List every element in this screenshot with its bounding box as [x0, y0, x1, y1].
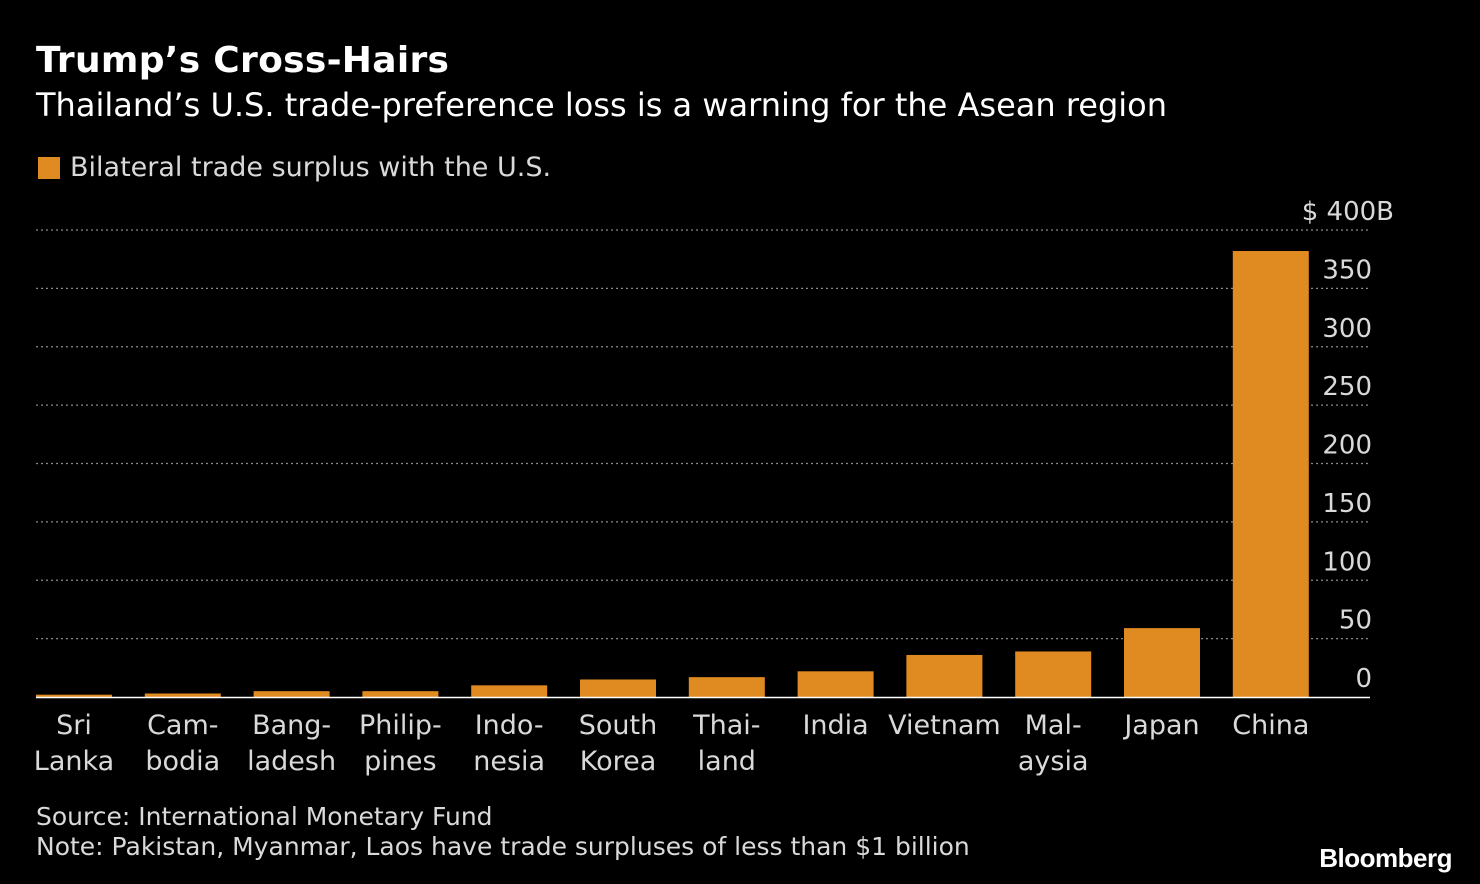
x-tick-label: China: [1232, 710, 1309, 741]
y-tick-label: 350: [1322, 255, 1372, 285]
x-tick-label: South Korea: [579, 710, 657, 777]
x-tick-label-line: nesia: [473, 746, 545, 777]
x-tick-label: Cam-bodia: [145, 710, 220, 777]
x-tick-label-line: Lanka: [34, 746, 114, 777]
bar: [1124, 628, 1200, 697]
bar: [471, 685, 548, 697]
chart-subtitle: Thailand’s U.S. trade-preference loss is…: [36, 86, 1168, 124]
x-tick-label-line: Vietnam: [888, 710, 1001, 741]
x-tick-label-line: Indo-: [475, 710, 544, 741]
y-tick-label: 200: [1322, 431, 1372, 461]
y-tick-label: 50: [1339, 606, 1372, 636]
bar-chart: $ 400B 350 300 250 200 150 100 50 0 Sri Lanka Cam-b…: [34, 197, 1394, 777]
bar: [144, 693, 221, 697]
y-tick-label: 150: [1322, 489, 1372, 519]
x-tick-label-line: Thai-: [692, 710, 760, 741]
x-tick-label-line: China: [1232, 710, 1309, 741]
x-tick-label-line: Cam-: [147, 710, 218, 741]
source-note: Source: International Monetary Fund: [36, 802, 493, 831]
x-tick-label: Mal-aysia: [1018, 710, 1089, 777]
bar: [688, 677, 765, 697]
x-tick-label: India: [802, 710, 868, 741]
chart-title: Trump’s Cross-Hairs: [36, 40, 450, 81]
x-tick-label: Vietnam: [888, 710, 1001, 741]
bar: [580, 679, 656, 697]
chart-legend: Bilateral trade surplus with the U.S.: [38, 152, 551, 183]
x-tick-label-line: Japan: [1122, 710, 1199, 741]
y-tick-label: 100: [1322, 547, 1372, 577]
bar: [362, 691, 439, 697]
x-tick-label-line: South: [579, 710, 657, 741]
x-tick-label-line: aysia: [1018, 746, 1089, 777]
y-tick-label: 0: [1355, 664, 1372, 694]
y-tick-label: 300: [1322, 314, 1372, 344]
y-tick-label: $ 400B: [1302, 197, 1394, 227]
legend-label: Bilateral trade surplus with the U.S.: [70, 152, 552, 183]
y-tick-label: 250: [1322, 372, 1372, 402]
x-tick-label: Sri Lanka: [34, 710, 114, 777]
x-tick-label: Japan: [1122, 710, 1199, 741]
bar: [1015, 651, 1092, 697]
x-tick-label-line: Bang-: [252, 710, 331, 741]
legend-swatch: [38, 156, 60, 179]
x-tick-label: Indo-nesia: [473, 710, 545, 777]
x-tick-label-line: land: [698, 746, 756, 777]
x-tick-label: Philip-pines: [359, 710, 442, 777]
bloomberg-logo: Bloomberg: [1319, 843, 1452, 873]
footnote: Note: Pakistan, Myanmar, Laos have trade…: [36, 832, 970, 861]
bar: [36, 694, 112, 697]
bar: [1232, 251, 1309, 697]
x-tick-label-line: Philip-: [359, 710, 442, 741]
x-tick-label-line: Sri: [56, 710, 92, 741]
bar: [253, 691, 330, 697]
x-tick-label-line: India: [802, 710, 868, 741]
bar: [906, 654, 983, 697]
x-tick-label: Bang-ladesh: [247, 710, 336, 777]
x-tick-label-line: Korea: [580, 746, 657, 777]
x-tick-label: Thai-land: [692, 710, 760, 777]
x-tick-label-line: ladesh: [247, 746, 336, 777]
x-tick-label-line: Mal-: [1025, 710, 1082, 741]
x-tick-label-line: bodia: [145, 746, 220, 777]
x-tick-label-line: pines: [364, 746, 436, 777]
bar: [797, 671, 874, 697]
